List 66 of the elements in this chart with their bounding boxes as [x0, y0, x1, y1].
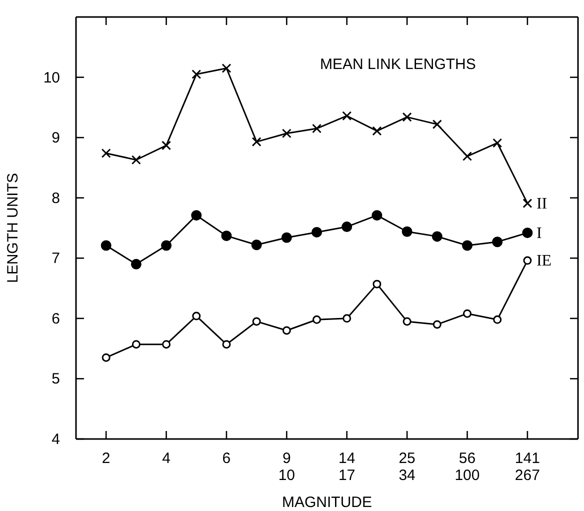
y-tick-label: 8	[52, 190, 60, 207]
series-label: I	[536, 224, 542, 242]
point	[462, 309, 472, 318]
text: MEAN LINK LENGTHS	[320, 56, 476, 73]
y-tick-label: 4	[52, 431, 60, 448]
point	[282, 128, 292, 138]
point	[282, 326, 291, 335]
point	[372, 210, 382, 221]
point	[162, 140, 172, 150]
point	[222, 63, 232, 73]
point	[191, 210, 202, 221]
point	[462, 240, 472, 251]
point	[462, 152, 472, 162]
point	[312, 226, 322, 238]
point	[252, 317, 261, 326]
legend-label: IE	[536, 252, 552, 270]
point	[221, 230, 232, 242]
point	[523, 256, 532, 265]
point	[402, 317, 412, 326]
point	[161, 240, 172, 251]
y-axis-title: LENGTH UNITS	[4, 172, 22, 284]
point	[432, 120, 442, 130]
point	[192, 312, 201, 320]
x-tick-label: 6	[222, 450, 231, 467]
point	[222, 340, 231, 349]
x-tick-label: 9 10	[278, 450, 296, 484]
point	[402, 226, 412, 237]
point	[192, 70, 202, 80]
point	[102, 353, 110, 362]
x-tick-label: 14 17	[338, 450, 356, 484]
y-tick-label: 9	[52, 130, 60, 147]
point	[100, 240, 112, 251]
point	[432, 231, 442, 242]
point	[251, 240, 262, 250]
point	[372, 126, 382, 136]
point	[130, 258, 142, 270]
x-axis-title: MAGNITUDE	[282, 494, 372, 511]
point	[312, 315, 322, 324]
point	[522, 198, 532, 208]
point	[312, 124, 322, 134]
x-tick-label: 25 34	[398, 450, 416, 484]
point	[131, 155, 141, 165]
point	[252, 137, 262, 147]
x-tick-label: 2	[102, 450, 110, 467]
point	[522, 228, 533, 238]
y-tick-label: 5	[52, 370, 60, 388]
point	[402, 112, 412, 122]
point	[492, 138, 502, 148]
y-tick-label: 10	[43, 69, 60, 86]
x-tick-label: 56 100	[454, 450, 480, 484]
y-tick-label: 6	[52, 310, 60, 328]
x-tick-label: 141 267	[514, 450, 540, 484]
point	[162, 340, 171, 349]
point	[493, 315, 502, 324]
y-tick-label: 7	[52, 250, 60, 268]
point	[281, 232, 292, 243]
point	[432, 320, 442, 329]
point	[342, 222, 352, 232]
point	[492, 236, 503, 248]
legend-label: II	[536, 195, 548, 212]
x-tick-label: 4	[162, 450, 170, 467]
point	[132, 340, 140, 349]
point	[342, 111, 352, 121]
point	[101, 148, 111, 158]
point	[342, 314, 352, 323]
point	[372, 280, 382, 288]
